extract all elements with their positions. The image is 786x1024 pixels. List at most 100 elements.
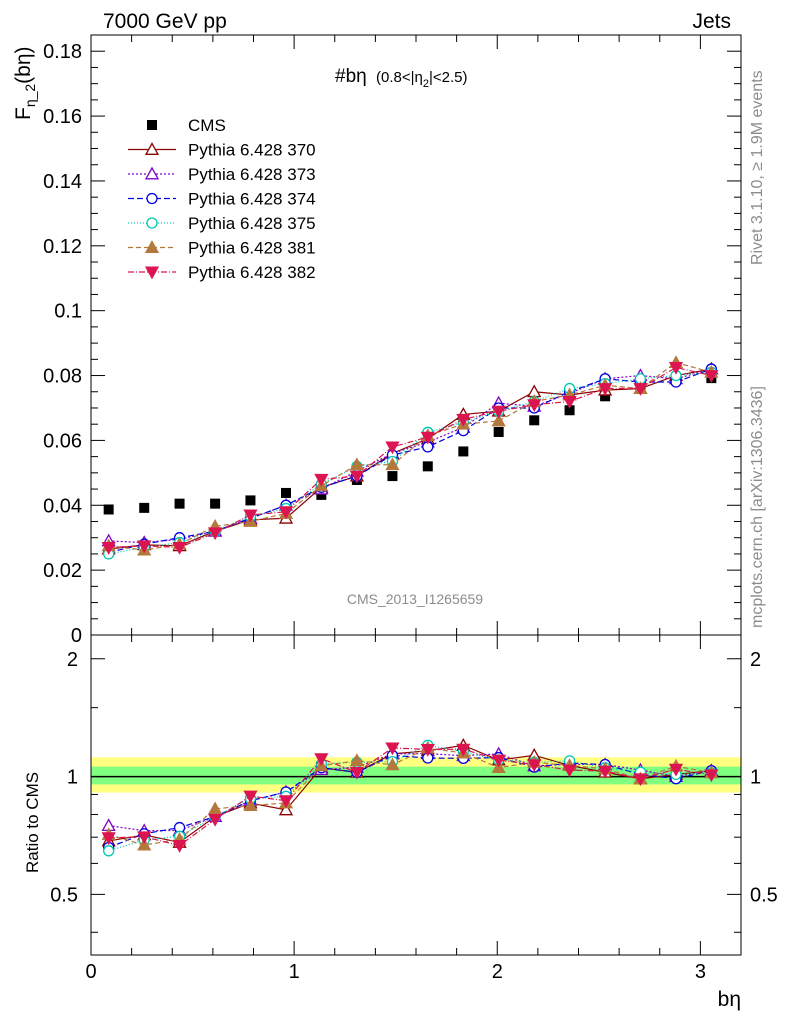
series-6-ratio-point <box>101 832 116 846</box>
ratio-tick-label: 1 <box>67 767 78 789</box>
series-6-ratio-point <box>349 766 364 780</box>
y-tick-label: 0.1 <box>54 301 82 323</box>
legend-label: Pythia 6.428 382 <box>188 263 316 282</box>
series-6-point <box>243 509 258 523</box>
series-6-point <box>527 399 542 413</box>
y-tick-label: 0.02 <box>43 560 82 582</box>
series-3-line <box>108 368 712 553</box>
series-2-line <box>108 368 712 544</box>
series-6-point <box>562 396 577 409</box>
series-0-point <box>210 498 221 509</box>
series-6-point <box>101 541 116 555</box>
uncertainty-band-inner <box>91 766 741 785</box>
series-6-point <box>314 473 329 487</box>
series-6-ratio-point <box>243 790 258 804</box>
series-4-ratio-point <box>103 845 115 857</box>
series-6-ratio-point <box>208 813 223 827</box>
y-tick-label: 0.18 <box>43 41 82 63</box>
uncertainty-bands <box>91 757 741 793</box>
series-0-point <box>600 391 611 402</box>
legend-marker <box>144 266 160 280</box>
series-6-ratio-point <box>420 743 435 757</box>
series-5-point <box>349 457 364 471</box>
series-0-point <box>387 471 398 482</box>
legend: CMS Pythia 6.428 370 Pythia 6.428 373 Pythi… <box>128 116 316 282</box>
x-axis-label: bη <box>718 988 741 1011</box>
series-6-point <box>456 413 471 427</box>
series-6-point <box>278 506 294 520</box>
series-6-ratio-point <box>633 773 648 787</box>
energy-label: 7000 GeV pp <box>103 10 227 33</box>
ratio-tick-label: 2 <box>67 649 78 671</box>
x-tick-label: 3 <box>695 961 706 983</box>
legend-label: Pythia 6.428 374 <box>188 190 316 209</box>
series-6-ratio-point <box>704 769 719 783</box>
series-6-ratio-point <box>527 759 542 773</box>
series-6-point <box>633 383 648 396</box>
y-tick-label: 0.04 <box>43 495 82 517</box>
ratio-y-axis-label: Ratio to CMS <box>23 772 42 873</box>
legend-marker <box>146 192 158 205</box>
series-0-point <box>458 446 469 457</box>
series-6-point <box>668 361 684 375</box>
y-axis-label: Fη_2(bη) <box>12 46 38 120</box>
series-6-ratio-point <box>668 763 684 777</box>
y-tick-label: 0 <box>71 625 82 647</box>
series-0-point <box>174 498 185 509</box>
series-6-point <box>137 540 152 554</box>
series-6-ratio-point <box>456 743 471 757</box>
legend-label: Pythia 6.428 381 <box>188 239 316 258</box>
series-6-ratio-point <box>385 742 400 756</box>
series-0-point <box>422 461 433 472</box>
series-6-ratio-point <box>137 831 152 845</box>
x-tick-label: 0 <box>85 961 96 983</box>
legend-marker <box>146 217 158 229</box>
ratio-plot-frame <box>90 634 742 956</box>
series-5-ratio-point <box>385 757 400 771</box>
legend-label: Pythia 6.428 373 <box>188 165 316 184</box>
series-5-point <box>385 457 400 471</box>
series-5-ratio-point <box>208 801 223 815</box>
series-6-ratio-point <box>598 765 613 779</box>
ratio-tick-label-right: 0.5 <box>750 884 778 906</box>
series-0-point <box>103 504 114 515</box>
legend-marker <box>144 166 160 180</box>
plot-title-sub-index: 2 <box>423 78 429 90</box>
series-6-ratio-point <box>491 754 506 768</box>
series-0-point <box>564 405 575 416</box>
series-0-point <box>529 415 540 426</box>
legend-label: Pythia 6.428 375 <box>188 214 316 233</box>
series-0-point <box>139 502 150 513</box>
y-tick-label: 0.12 <box>43 236 82 258</box>
plot-title-sub-end: |<2.5) <box>429 69 468 86</box>
plot-title: #bη (0.8<|η2|<2.5) <box>335 66 467 90</box>
ratio-tick-label-right: 2 <box>750 649 761 671</box>
series-4-line <box>108 371 712 555</box>
series-6-point <box>420 431 435 445</box>
legend-label: CMS <box>188 116 226 135</box>
plot-title-main: #bη <box>335 66 367 87</box>
series-6-ratio-point <box>314 753 329 766</box>
series-0-point <box>245 495 256 506</box>
series-5-ratio-point <box>137 837 152 851</box>
y-tick-label: 0.08 <box>43 366 82 388</box>
main-series <box>101 355 719 560</box>
series-5-ratio-line <box>108 747 712 846</box>
series-5-ratio-point <box>349 753 364 767</box>
series-0-point <box>493 426 504 437</box>
series-0-point <box>316 489 327 500</box>
series-6-point <box>172 541 187 555</box>
series-6-point <box>491 405 506 419</box>
x-tick-label: 2 <box>492 961 503 983</box>
series-1-ratio-point <box>278 802 294 816</box>
legend-marker <box>144 142 160 155</box>
series-6-ratio-line <box>108 747 712 847</box>
series-6-ratio-point <box>172 840 187 853</box>
legend-marker <box>144 240 160 253</box>
x-tick-label: 1 <box>289 961 300 983</box>
series-6-point <box>598 383 613 396</box>
axis-ticks <box>90 34 742 955</box>
plot-title-sub: (0.8<|η <box>376 69 423 86</box>
analysis-watermark: CMS_2013_I1265659 <box>347 591 483 607</box>
y-tick-label: 0.16 <box>43 106 82 128</box>
